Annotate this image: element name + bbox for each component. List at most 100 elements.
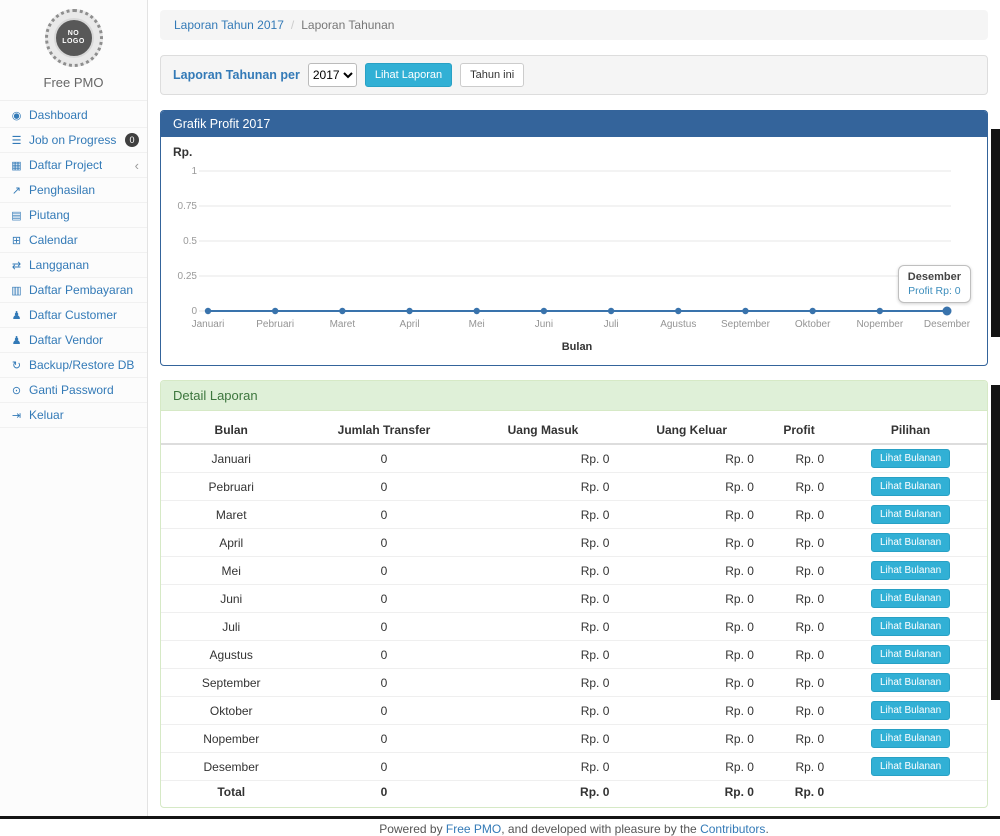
calendar-icon: ⊞ (10, 234, 23, 247)
cell-pilihan: Lihat Bulanan (834, 557, 987, 585)
sidebar-item-backup-restore-db[interactable]: ↻Backup/Restore DB (0, 353, 147, 378)
chart-point-september[interactable] (742, 308, 748, 314)
sidebar-item-label: Daftar Vendor (29, 333, 103, 347)
breadcrumb-current: Laporan Tahunan (301, 18, 394, 32)
breadcrumb-link-laporan-tahun[interactable]: Laporan Tahun 2017 (174, 18, 284, 32)
chart-y-axis-label: Rp. (173, 145, 975, 159)
sidebar-item-daftar-vendor[interactable]: ♟ Daftar Vendor (0, 328, 147, 353)
cell-bulan: Oktober (161, 697, 301, 725)
lihat-bulanan-button[interactable]: Lihat Bulanan (871, 449, 950, 468)
chart-tooltip: Desember Profit Rp: 0 (898, 265, 971, 303)
sidebar-item-daftar-customer[interactable]: ♟Daftar Customer (0, 303, 147, 328)
app-window: NO LOGO Free PMO ◉Dashboard☰Job on Progr… (0, 0, 1000, 819)
cell-uang-keluar: Rp. 0 (619, 725, 764, 753)
report-filter-panel: Laporan Tahunan per 2017 Lihat Laporan T… (160, 55, 988, 95)
cell-bulan: Maret (161, 501, 301, 529)
cell-uang-keluar: Rp. 0 (619, 641, 764, 669)
lihat-bulanan-button[interactable]: Lihat Bulanan (871, 673, 950, 692)
chart-point-april[interactable] (406, 308, 412, 314)
cell-profit: Rp. 0 (764, 613, 834, 641)
column-header: Uang Keluar (619, 417, 764, 444)
sidebar-item-ganti-password[interactable]: ⊙Ganti Password (0, 378, 147, 403)
cell-profit: Rp. 0 (764, 669, 834, 697)
chart-point-maret[interactable] (339, 308, 345, 314)
lihat-bulanan-button[interactable]: Lihat Bulanan (871, 729, 950, 748)
chart-point-juli[interactable] (608, 308, 614, 314)
footer-text-prefix: Powered by (379, 822, 446, 836)
report-table-wrap: BulanJumlah TransferUang MasukUang Kelua… (161, 411, 987, 807)
footer-link-contributors[interactable]: Contributors (700, 822, 765, 836)
lihat-bulanan-button[interactable]: Lihat Bulanan (871, 505, 950, 524)
table-row: September0Rp. 0Rp. 0Rp. 0Lihat Bulanan (161, 669, 987, 697)
lihat-bulanan-button[interactable]: Lihat Bulanan (871, 757, 950, 776)
cell-uang-keluar: Rp. 0 (619, 613, 764, 641)
column-header: Uang Masuk (467, 417, 620, 444)
footer-link-free-pmo[interactable]: Free PMO (446, 822, 501, 836)
breadcrumb: Laporan Tahun 2017 / Laporan Tahunan (160, 10, 988, 40)
chart-point-oktober[interactable] (809, 308, 815, 314)
sidebar-item-dashboard[interactable]: ◉Dashboard (0, 103, 147, 128)
cell-uang-keluar: Rp. 0 (619, 669, 764, 697)
lihat-bulanan-button[interactable]: Lihat Bulanan (871, 533, 950, 552)
cell-profit: Rp. 0 (764, 585, 834, 613)
sidebar-item-keluar[interactable]: ⇥Keluar (0, 403, 147, 428)
cell-pilihan (834, 781, 987, 804)
sidebar-item-calendar[interactable]: ⊞ Calendar (0, 228, 147, 253)
cell-uang-masuk: Rp. 0 (467, 725, 620, 753)
cell-pilihan: Lihat Bulanan (834, 669, 987, 697)
lihat-bulanan-button[interactable]: Lihat Bulanan (871, 589, 950, 608)
sidebar-item-daftar-pembayaran[interactable]: ▥Daftar Pembayaran (0, 278, 147, 303)
chart-point-mei[interactable] (474, 308, 480, 314)
chart-point-januari[interactable] (205, 308, 211, 314)
lihat-bulanan-button[interactable]: Lihat Bulanan (871, 701, 950, 720)
repeat-icon: ⇄ (10, 259, 23, 272)
lihat-bulanan-button[interactable]: Lihat Bulanan (871, 617, 950, 636)
cell-uang-masuk: Rp. 0 (467, 585, 620, 613)
sidebar-item-langganan[interactable]: ⇄Langganan (0, 253, 147, 278)
chart-panel-title: Grafik Profit 2017 (161, 111, 987, 137)
lihat-bulanan-button[interactable]: Lihat Bulanan (871, 477, 950, 496)
sidebar-item-daftar-project[interactable]: ▦Daftar Project‹ (0, 153, 147, 178)
cell-profit: Rp. 0 (764, 753, 834, 781)
table-row: Pebruari0Rp. 0Rp. 0Rp. 0Lihat Bulanan (161, 473, 987, 501)
cell-uang-keluar: Rp. 0 (619, 473, 764, 501)
chart-point-pebruari[interactable] (272, 308, 278, 314)
chart-point-agustus[interactable] (675, 308, 681, 314)
sidebar: NO LOGO Free PMO ◉Dashboard☰Job on Progr… (0, 0, 148, 819)
detail-panel-title: Detail Laporan (161, 381, 987, 411)
y-tick-label: 0.5 (183, 236, 197, 247)
year-select[interactable]: 2017 (308, 63, 357, 87)
cell-pilihan: Lihat Bulanan (834, 697, 987, 725)
sidebar-item-job-on-progress[interactable]: ☰Job on Progress0 (0, 128, 147, 153)
x-tick-label: Januari (192, 319, 225, 330)
lihat-bulanan-button[interactable]: Lihat Bulanan (871, 561, 950, 580)
sidebar-item-piutang[interactable]: ▤Piutang (0, 203, 147, 228)
sidebar-item-penghasilan[interactable]: ↗Penghasilan (0, 178, 147, 203)
logo: NO LOGO (45, 9, 103, 67)
lihat-bulanan-button[interactable]: Lihat Bulanan (871, 645, 950, 664)
sidebar-item-label: Calendar (29, 233, 78, 247)
cell-jumlah-transfer: 0 (301, 725, 466, 753)
this-year-button[interactable]: Tahun ini (460, 63, 524, 87)
cell-jumlah-transfer: 0 (301, 613, 466, 641)
view-report-button[interactable]: Lihat Laporan (365, 63, 452, 87)
users-icon: ♟ (10, 334, 23, 347)
cell-profit: Rp. 0 (764, 529, 834, 557)
chart-point-nopember[interactable] (877, 308, 883, 314)
cell-pilihan: Lihat Bulanan (834, 529, 987, 557)
table-row: Mei0Rp. 0Rp. 0Rp. 0Lihat Bulanan (161, 557, 987, 585)
cell-profit: Rp. 0 (764, 557, 834, 585)
y-tick-label: 1 (191, 166, 197, 177)
logo-text: NO LOGO (54, 18, 94, 58)
cell-bulan: Desember (161, 753, 301, 781)
column-header: Jumlah Transfer (301, 417, 466, 444)
cell-bulan: Juli (161, 613, 301, 641)
report-table: BulanJumlah TransferUang MasukUang Kelua… (161, 417, 987, 803)
column-header: Profit (764, 417, 834, 444)
footer-text-middle: , and developed with pleasure by the (501, 822, 700, 836)
chart-point-juni[interactable] (541, 308, 547, 314)
brand: NO LOGO Free PMO (0, 0, 147, 101)
chart-point-desember[interactable] (943, 307, 952, 316)
dark-edge-strip (991, 385, 1000, 700)
cell-pilihan: Lihat Bulanan (834, 444, 987, 473)
